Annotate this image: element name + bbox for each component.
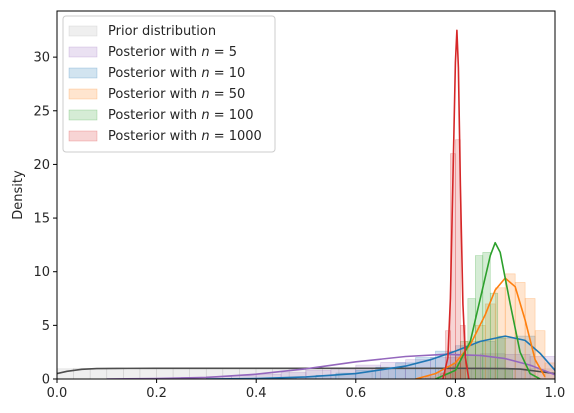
hist-bar — [106, 367, 124, 379]
legend: Prior distribution Posterior with n = 5 Po… — [62, 15, 276, 153]
series-5-kde-line — [442, 29, 470, 379]
hist-bar — [534, 330, 546, 379]
x-tick-label: 0.2 — [146, 386, 167, 401]
x-tick-label: 0.8 — [445, 386, 466, 401]
hist-bar — [489, 292, 499, 379]
hist-bar — [504, 354, 531, 379]
y-tick-label: 10 — [33, 265, 50, 280]
hist-bar — [139, 367, 157, 379]
legend-frame — [62, 15, 276, 153]
y-tick-label: 0 — [42, 373, 50, 388]
hist-bar — [156, 367, 174, 379]
legend-swatch — [68, 130, 98, 142]
legend-swatch — [68, 109, 98, 121]
hist-bar — [455, 139, 461, 379]
hist-bar — [435, 372, 446, 379]
hist-bar — [280, 372, 307, 379]
hist-bar — [482, 252, 491, 379]
legend-label: Posterior with n = 100 — [108, 108, 254, 123]
legend-label: Posterior with n = 50 — [108, 87, 245, 102]
x-tick-label: 0.4 — [246, 386, 267, 401]
x-tick-label: 1.0 — [545, 386, 566, 401]
y-axis-label: Density — [11, 170, 26, 220]
x-tick-label: 0.6 — [345, 386, 366, 401]
hist-bar — [57, 368, 74, 379]
y-tick-label: 5 — [42, 319, 50, 334]
legend-label: Prior distribution — [108, 24, 216, 39]
x-tick-label: 0.0 — [47, 386, 68, 401]
x-axis: 0.0 0.2 0.4 0.6 0.8 1.0 — [47, 379, 566, 401]
hist-bar — [514, 282, 526, 379]
series-0-bars — [57, 367, 555, 379]
series-3-kde-line — [415, 277, 546, 379]
legend-label: Posterior with n = 1000 — [108, 129, 262, 144]
hist-bar — [123, 368, 141, 379]
series-2-kde-line — [206, 335, 555, 379]
hist-bar — [504, 367, 513, 379]
hist-bar — [73, 367, 91, 379]
legend-label: Posterior with n = 10 — [108, 66, 245, 81]
legend-swatch — [68, 67, 98, 79]
y-tick-label: 30 — [33, 51, 50, 66]
kde-layer — [57, 29, 555, 379]
legend-swatch — [68, 88, 98, 100]
series-1-kde-line — [106, 353, 555, 379]
y-axis: 0 5 10 15 20 25 30 — [33, 51, 57, 388]
legend-swatch — [68, 46, 98, 58]
legend-swatch — [68, 25, 98, 37]
hist-bar — [89, 368, 108, 379]
legend-label: Posterior with n = 5 — [108, 45, 237, 60]
y-tick-label: 20 — [33, 158, 50, 173]
y-tick-label: 15 — [33, 212, 50, 227]
plot-frame — [56, 10, 556, 380]
y-tick-label: 25 — [33, 104, 50, 119]
